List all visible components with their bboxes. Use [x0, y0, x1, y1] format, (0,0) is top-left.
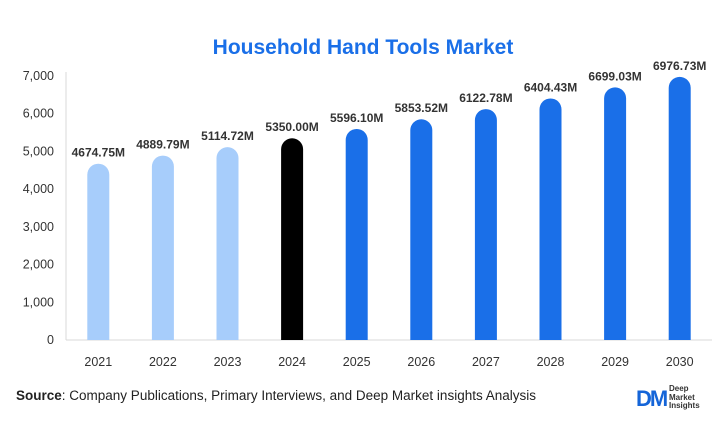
source-label: Source — [16, 388, 62, 403]
source-text: : Company Publications, Primary Intervie… — [61, 388, 536, 403]
x-tick-label: 2022 — [149, 355, 177, 369]
y-tick-label: 1,000 — [23, 295, 54, 309]
y-tick-label: 2,000 — [23, 258, 54, 272]
bars — [87, 76, 691, 341]
data-label: 4674.75M — [72, 146, 125, 160]
bar-2027 — [474, 109, 497, 340]
data-label: 5350.00M — [265, 120, 318, 134]
bar-2025 — [345, 128, 368, 340]
x-tick-label: 2028 — [537, 355, 565, 369]
data-label: 6976.73M — [653, 59, 706, 73]
data-label: 6122.78M — [459, 91, 512, 105]
data-label: 6699.03M — [588, 69, 641, 83]
y-tick-label: 6,000 — [23, 107, 54, 121]
y-tick-label: 5,000 — [23, 144, 54, 158]
x-tick-label: 2025 — [343, 355, 371, 369]
data-label: 5114.72M — [201, 129, 254, 143]
logo-line-3: Insights — [669, 401, 700, 410]
data-label: 4889.79M — [136, 138, 189, 152]
bar-2030 — [668, 76, 691, 340]
y-tick-label: 0 — [47, 333, 54, 347]
bar-2021 — [87, 163, 110, 340]
source-note: Source: Company Publications, Primary In… — [16, 388, 536, 403]
y-axis: 0 1,000 2,000 3,000 4,000 5,000 6,000 7,000 — [23, 69, 67, 347]
bar-2023 — [216, 147, 239, 340]
x-tick-label: 2029 — [601, 355, 629, 369]
bar-2026 — [410, 119, 433, 340]
logo-line-2: Market — [669, 392, 695, 402]
logo-mark: DM — [636, 386, 668, 411]
y-tick-label: 7,000 — [23, 69, 54, 83]
bar-2028 — [539, 98, 562, 341]
deep-market-insights-logo: DM Deep Market Insights — [636, 384, 716, 414]
data-label: 5853.52M — [395, 101, 448, 115]
bar-2029 — [604, 87, 627, 340]
data-label: 5596.10M — [330, 111, 383, 125]
data-label: 6404.43M — [524, 80, 577, 94]
y-tick-label: 4,000 — [23, 182, 54, 196]
x-tick-label: 2024 — [278, 355, 306, 369]
x-tick-label: 2027 — [472, 355, 500, 369]
y-tick-label: 3,000 — [23, 220, 54, 234]
x-axis: 2021 2022 2023 2024 2025 2026 2027 2028 2029 2030 — [66, 339, 712, 369]
x-tick-label: 2021 — [84, 355, 112, 369]
x-tick-label: 2026 — [407, 355, 435, 369]
x-tick-label: 2030 — [666, 355, 694, 369]
x-tick-label: 2023 — [214, 355, 242, 369]
data-labels: 4674.75M 4889.79M 5114.72M 5350.00M 5596.10M… — [72, 59, 707, 160]
logo-line-1: Deep — [669, 384, 689, 393]
bar-2022 — [151, 155, 174, 340]
bar-2024 — [281, 138, 304, 340]
chart-title: Household Hand Tools Market — [212, 36, 514, 59]
